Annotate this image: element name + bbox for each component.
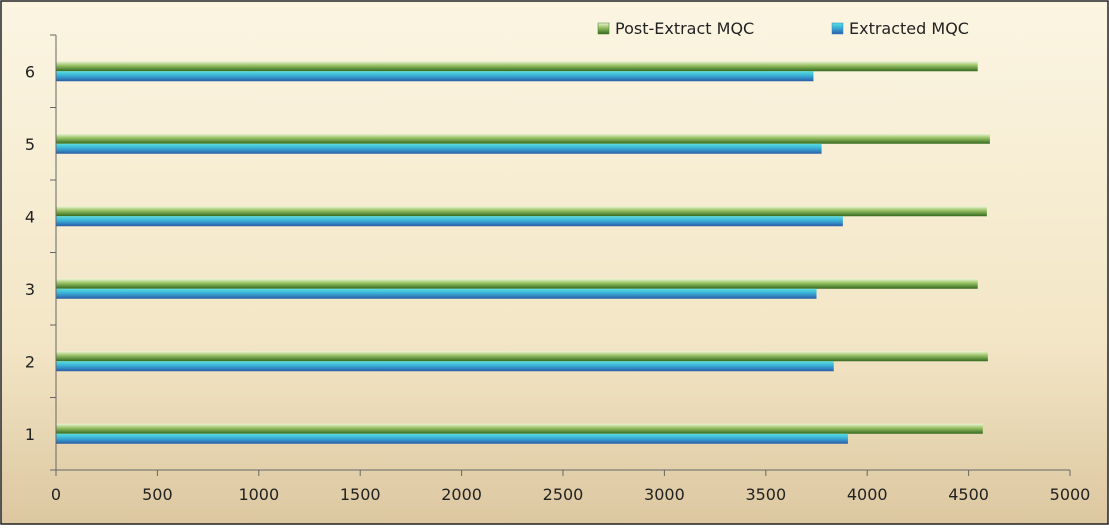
axes-layer: 1 2 3 4 5 6 0 500 1000 1500 2000 2500 3000 3500 4000 45… (25, 34, 1091, 504)
bar-post-extract-4 (56, 206, 987, 217)
x-tick-label: 3000 (644, 485, 685, 504)
x-tick-label: 1500 (340, 485, 381, 504)
y-tick-label: 2 (25, 352, 35, 371)
x-tick-label: 5000 (1050, 485, 1091, 504)
bar-extracted-4 (56, 216, 843, 227)
x-tick-label: 3500 (745, 485, 786, 504)
y-tick-label: 5 (25, 135, 35, 154)
x-tick-label: 500 (142, 485, 173, 504)
bar-extracted-1 (56, 433, 848, 444)
bar-post-extract-3 (56, 278, 978, 289)
x-tick-label: 4000 (847, 485, 888, 504)
bar-extracted-6 (56, 71, 814, 82)
x-tick-label: 2000 (441, 485, 482, 504)
y-tick-label: 4 (25, 207, 35, 226)
bar-post-extract-6 (56, 61, 978, 72)
bars-layer (56, 61, 990, 444)
legend: Post-Extract MQC Extracted MQC (597, 19, 969, 38)
legend-label-post-extract: Post-Extract MQC (615, 19, 754, 38)
legend-label-extracted: Extracted MQC (849, 19, 969, 38)
x-tick-label: 1000 (238, 485, 279, 504)
bar-post-extract-1 (56, 423, 983, 434)
legend-swatch-extracted (831, 22, 844, 35)
bar-extracted-3 (56, 288, 817, 299)
y-tick-label: 6 (25, 62, 35, 81)
bar-extracted-5 (56, 143, 822, 154)
y-tick-label: 1 (25, 425, 35, 444)
legend-swatch-post-extract (597, 22, 610, 35)
y-tick-label: 3 (25, 280, 35, 299)
bar-extracted-2 (56, 361, 834, 372)
x-tick-label: 2500 (543, 485, 584, 504)
bar-post-extract-5 (56, 133, 990, 144)
x-tick-label: 0 (51, 485, 61, 504)
bar-post-extract-2 (56, 351, 988, 362)
x-tick-label: 4500 (948, 485, 989, 504)
